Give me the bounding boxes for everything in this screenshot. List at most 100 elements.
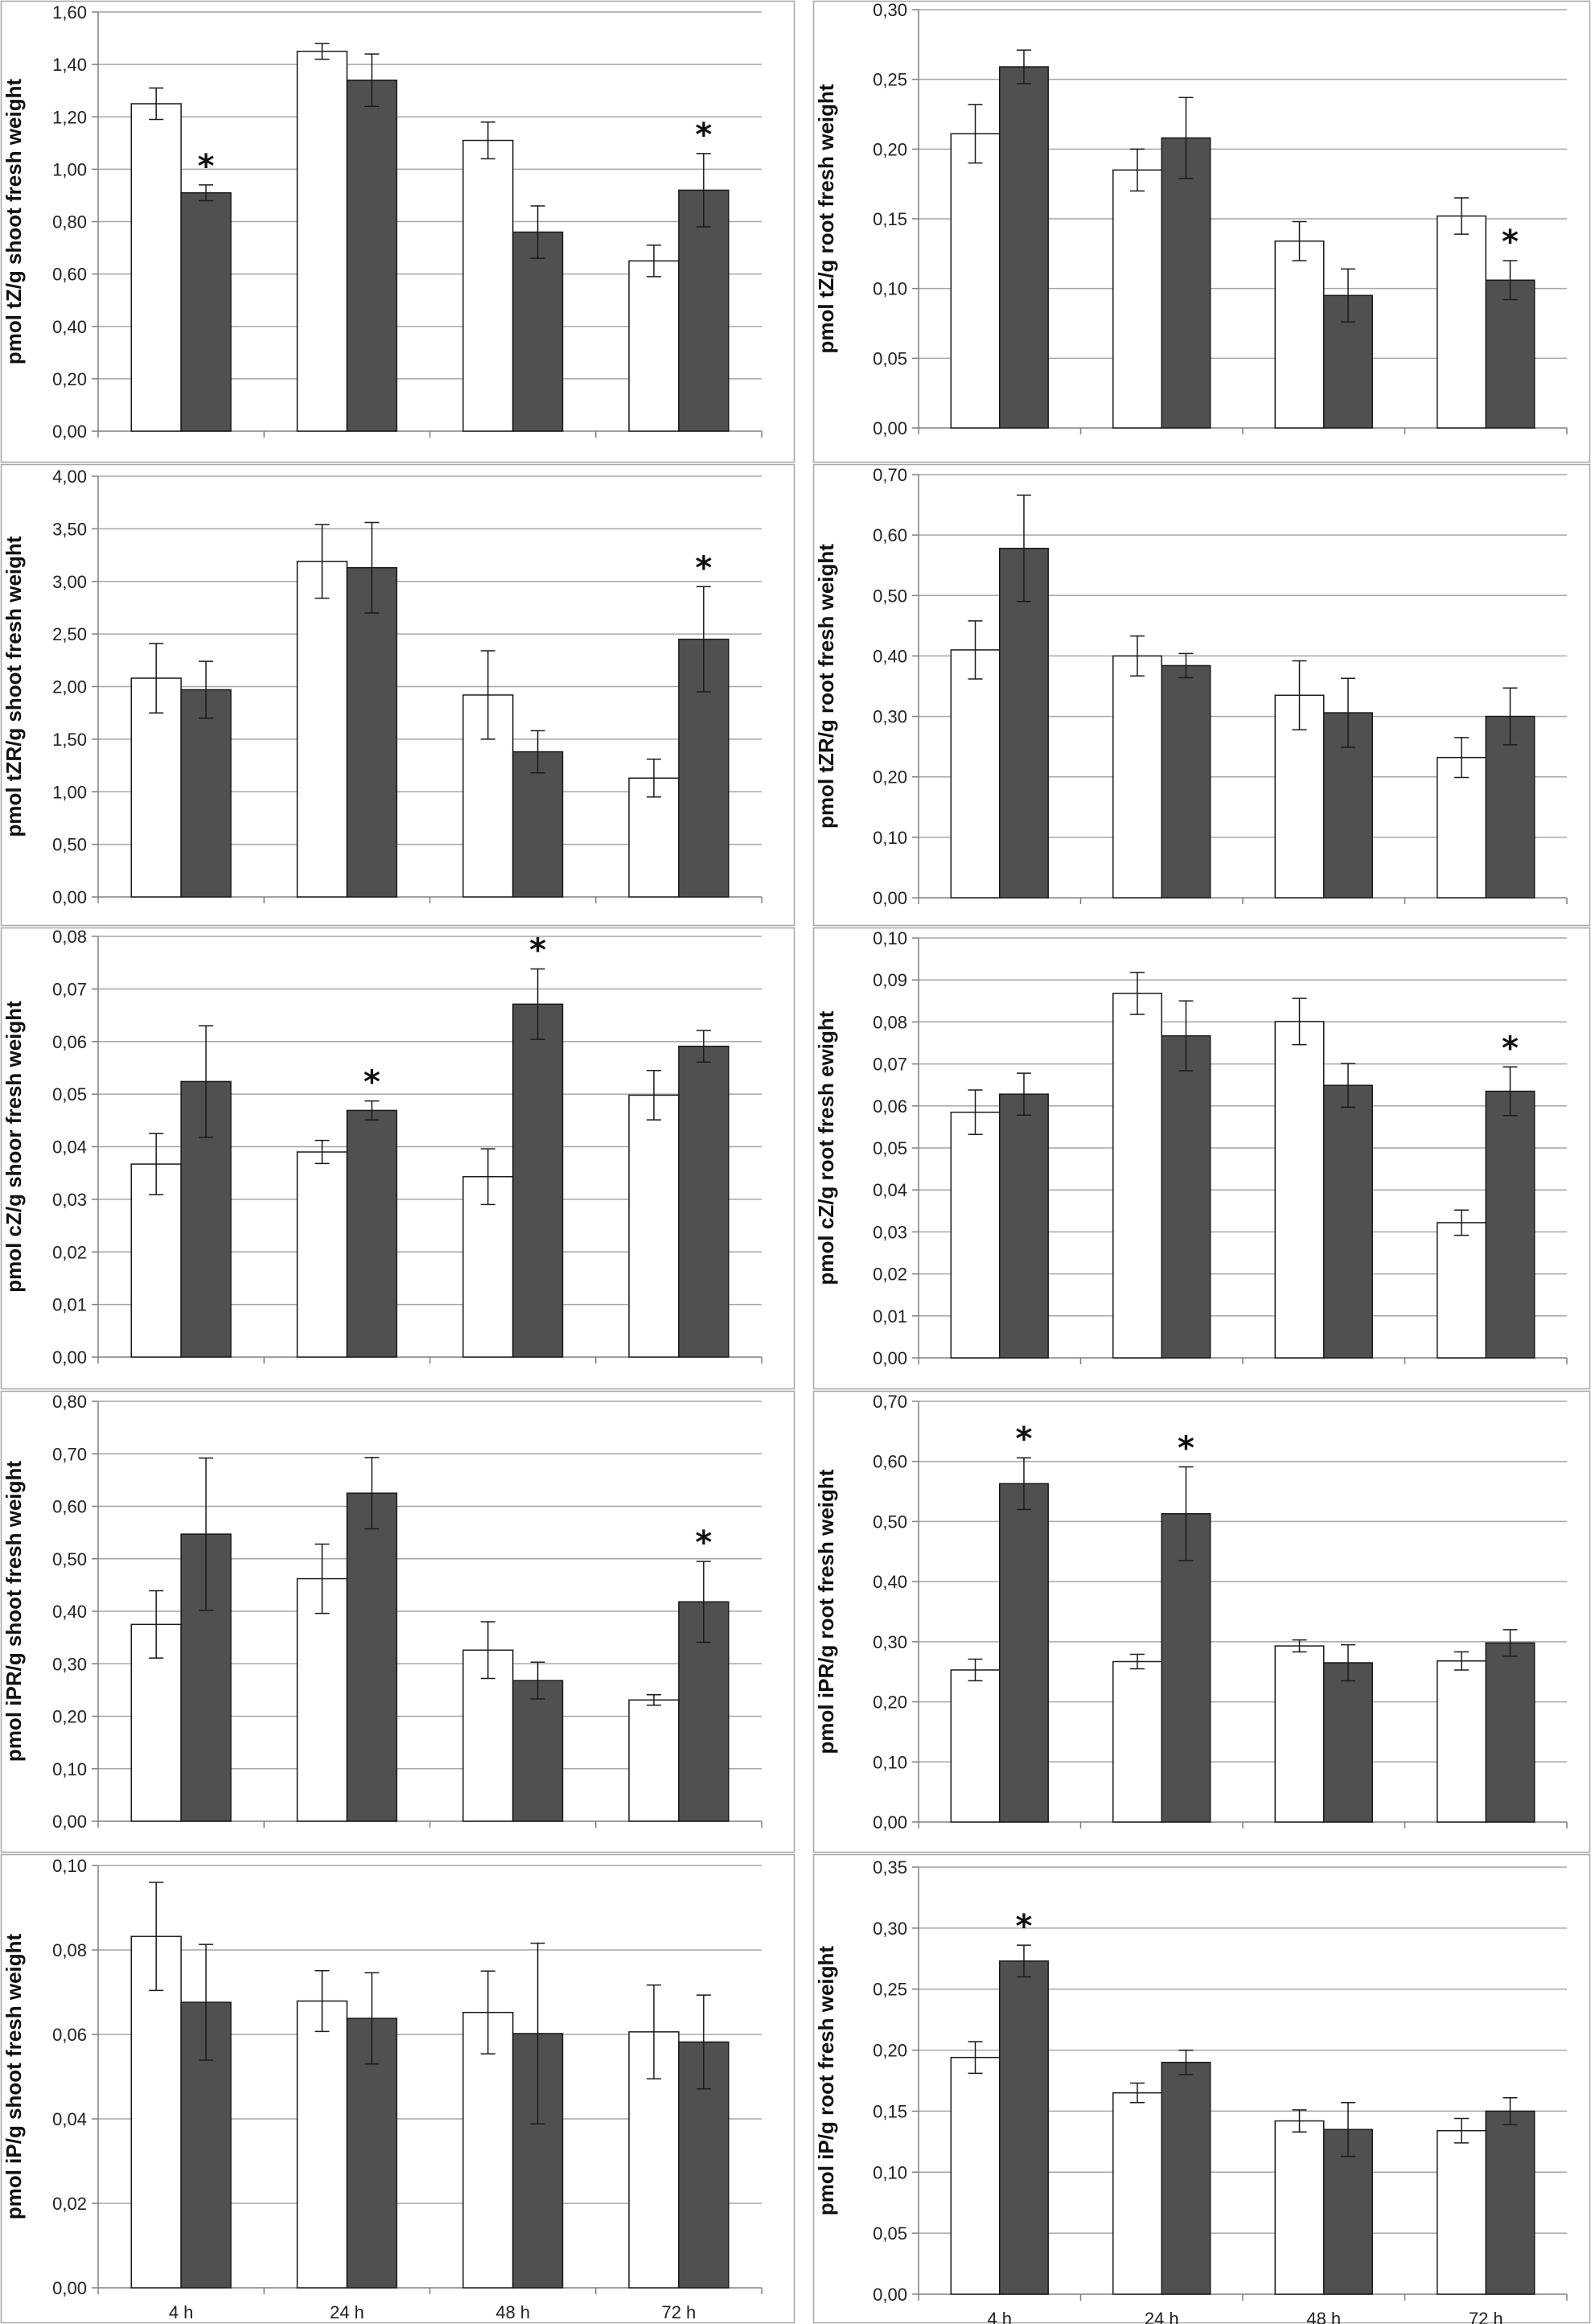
error-bar <box>1130 972 1145 1015</box>
treated-bar <box>678 189 730 432</box>
error-bar <box>530 1942 545 2125</box>
y-tick-label: 0,04 <box>52 1137 87 1158</box>
y-tick-label: 0,20 <box>873 139 907 159</box>
chart-frame <box>812 1853 1591 2324</box>
y-tick-label: 0,04 <box>873 1180 907 1200</box>
error-bar <box>696 153 711 228</box>
control-bar <box>1274 240 1325 429</box>
y-tick-label: 0,50 <box>873 1512 907 1532</box>
x-tick-label: 72 h <box>661 2302 696 2322</box>
error-bar <box>1454 2117 1470 2144</box>
y-tick-label: 0,08 <box>873 1012 907 1032</box>
y-tick-label: 0,70 <box>52 1444 87 1464</box>
treated-bar <box>999 547 1049 899</box>
chart-svg: 0,00 0,20 0,40 0,60 0,80 1,00 1,20 1,40 1,60 pmol… <box>0 0 796 463</box>
error-bar <box>530 730 545 774</box>
error-bar <box>1016 494 1031 603</box>
control-bar <box>1274 1645 1325 1823</box>
y-tick-label: 0,03 <box>52 1190 87 1210</box>
y-tick-label: 0,50 <box>52 835 87 855</box>
control-bar <box>1437 1660 1486 1823</box>
y-tick-label: 0,00 <box>873 2285 907 2305</box>
significance-marker: * <box>695 117 712 154</box>
control-bar <box>130 103 182 432</box>
x-tick-label: 4 h <box>987 2309 1012 2324</box>
y-tick-label: 0,09 <box>873 970 907 990</box>
treated-bar <box>999 1093 1049 1359</box>
control-bar <box>296 51 348 432</box>
error-bar <box>1340 1643 1355 1682</box>
y-tick-label: 0,10 <box>873 928 907 948</box>
error-bar <box>696 1994 711 2090</box>
y-tick-label: 0,00 <box>873 1812 907 1832</box>
control-bar <box>1112 655 1162 899</box>
y-tick-label: 0,20 <box>873 2041 907 2061</box>
treated-bar <box>1485 2110 1536 2295</box>
treated-bar <box>512 751 564 898</box>
error-bar <box>1292 997 1307 1046</box>
error-bar <box>149 643 164 714</box>
error-bar <box>1340 1063 1355 1109</box>
y-tick-label: 0,02 <box>52 2194 87 2214</box>
y-tick-label: 0,25 <box>873 1980 907 2000</box>
y-tick-label: 0,02 <box>52 1242 87 1262</box>
y-axis-label: pmol cZ/g shoor fresh weight <box>2 1001 26 1293</box>
y-tick-label: 0,80 <box>52 1392 87 1412</box>
y-tick-label: 4,00 <box>52 467 87 487</box>
y-tick-label: 0,01 <box>52 1295 87 1315</box>
error-bar <box>1340 268 1355 323</box>
treated-bar <box>999 66 1049 429</box>
y-tick-label: 0,25 <box>873 70 907 90</box>
treated-bar <box>180 191 232 432</box>
y-tick-label: 0,60 <box>52 1497 87 1517</box>
error-bar <box>149 1882 164 1992</box>
error-bar <box>314 524 330 599</box>
error-bar <box>480 650 495 740</box>
treated-bar <box>346 1109 397 1358</box>
treated-bar <box>678 1045 730 1358</box>
y-tick-label: 0,70 <box>873 1392 907 1412</box>
y-tick-label: 0,30 <box>52 1654 87 1674</box>
error-bar <box>968 104 983 164</box>
x-tick-label: 48 h <box>495 2302 530 2322</box>
treated-bar <box>1485 1090 1536 1359</box>
y-axis-label: pmol tZR/g root fresh weight <box>814 544 838 829</box>
x-tick-label: 72 h <box>1469 2309 1503 2324</box>
y-tick-label: 1,50 <box>52 730 87 750</box>
y-tick-label: 0,00 <box>52 1347 87 1368</box>
chart-frame <box>0 927 796 1390</box>
y-tick-label: 0,10 <box>873 2162 907 2182</box>
error-bar <box>646 758 661 798</box>
error-bar <box>968 620 983 680</box>
y-axis-label: pmol cZ/g root fresh ewight <box>814 1010 838 1285</box>
error-bar <box>480 1621 495 1680</box>
chart-panel-9: 0,00 0,02 0,04 0,06 0,08 0,10 pmol iP/g shoot … <box>0 1853 796 2324</box>
y-tick-label: 1,00 <box>52 782 87 802</box>
control-bar <box>1437 215 1486 429</box>
treated-bar <box>1323 1084 1373 1359</box>
y-tick-label: 0,10 <box>52 1856 87 1876</box>
significance-marker: * <box>364 1064 380 1101</box>
error-bar <box>646 1984 661 2079</box>
error-bar <box>530 1661 545 1700</box>
error-bar <box>364 1457 380 1530</box>
treated-bar <box>1161 664 1211 899</box>
error-bar <box>1130 635 1145 677</box>
y-tick-label: 0,05 <box>873 348 907 368</box>
y-tick-label: 0,35 <box>873 1857 907 1878</box>
treated-bar <box>1485 715 1536 899</box>
significance-marker: * <box>198 148 215 185</box>
y-tick-label: 0,40 <box>873 646 907 666</box>
chart-frame <box>0 1853 796 2324</box>
error-bar <box>1503 2096 1518 2125</box>
error-bar <box>1130 2082 1145 2104</box>
y-tick-label: 0,30 <box>873 0 907 20</box>
chart-panel-5: 0,00 0,01 0,02 0,03 0,04 0,05 0,06 0,07 0,08 pmol… <box>0 927 796 1390</box>
error-bar <box>480 121 495 160</box>
y-tick-label: 0,60 <box>52 265 87 285</box>
chart-frame <box>0 0 796 463</box>
error-bar <box>314 1969 330 2033</box>
error-bar <box>1178 652 1194 679</box>
error-bar <box>1340 2102 1355 2157</box>
error-bar <box>646 1693 661 1706</box>
